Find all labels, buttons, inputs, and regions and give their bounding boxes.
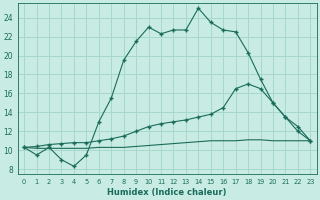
X-axis label: Humidex (Indice chaleur): Humidex (Indice chaleur) — [108, 188, 227, 197]
